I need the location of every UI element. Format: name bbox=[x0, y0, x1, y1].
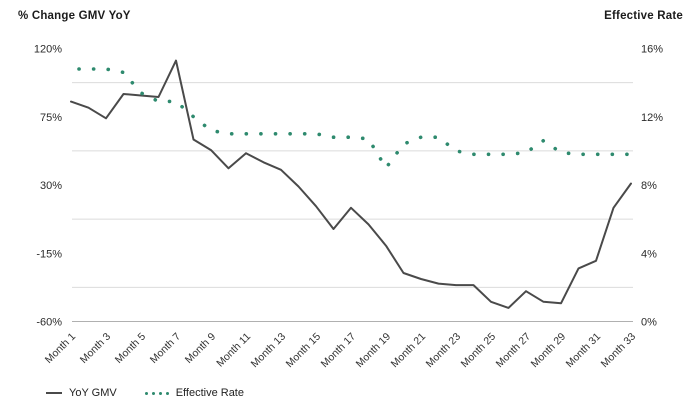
dual-axis-line-chart: 120%75%30%-15%-60%16%12%8%4%0%Month 1 Mon… bbox=[34, 44, 663, 371]
x-axis-tick-label: Month 31 bbox=[564, 331, 604, 371]
dotted-line-swatch-icon bbox=[144, 391, 169, 395]
x-axis-tick-label: Month 5 bbox=[113, 331, 148, 366]
right-axis-tick-label: 4% bbox=[641, 248, 657, 260]
x-axis-tick-label: Month 29 bbox=[529, 331, 569, 371]
x-axis-tick-label: Month 1 bbox=[43, 331, 78, 366]
legend-label-yoy-gmv: YoY GMV bbox=[69, 387, 117, 399]
chart-legend: YoY GMV Effective Rate bbox=[46, 387, 244, 399]
x-axis-tick-label: Month 23 bbox=[424, 331, 464, 371]
x-axis-tick-label: Month 13 bbox=[249, 331, 289, 371]
x-axis-tick-label: Month 11 bbox=[214, 331, 253, 370]
x-axis-tick-label: Month 25 bbox=[459, 331, 499, 371]
left-axis-tick-label: 120% bbox=[34, 44, 62, 56]
x-axis-tick-label: Month 27 bbox=[494, 331, 534, 371]
left-axis-tick-label: 75% bbox=[40, 112, 62, 124]
right-axis-tick-label: 12% bbox=[641, 112, 663, 124]
right-axis-tick-label: 0% bbox=[641, 317, 657, 329]
x-axis-tick-label: Month 3 bbox=[78, 331, 113, 366]
x-axis-tick-label: Month 7 bbox=[148, 331, 183, 366]
x-axis-tick-label: Month 21 bbox=[389, 331, 429, 371]
x-axis-tick-label: Month 33 bbox=[599, 331, 639, 371]
effective-rate-dotted-line bbox=[69, 67, 633, 170]
legend-item-yoy-gmv: YoY GMV bbox=[46, 387, 117, 399]
right-axis-title: Effective Rate bbox=[604, 10, 683, 22]
right-axis-tick-label: 8% bbox=[641, 180, 657, 192]
x-axis-tick-label: Month 15 bbox=[284, 331, 324, 371]
solid-line-swatch-icon bbox=[46, 392, 62, 394]
x-axis-tick-label: Month 9 bbox=[183, 331, 218, 366]
legend-item-effective-rate: Effective Rate bbox=[144, 387, 244, 399]
legend-label-effective-rate: Effective Rate bbox=[175, 387, 244, 399]
left-axis-title: % Change GMV YoY bbox=[18, 10, 131, 22]
left-axis-tick-label: -60% bbox=[36, 317, 62, 329]
yoy-gmv-line bbox=[70, 59, 632, 309]
left-axis-tick-label: -15% bbox=[36, 248, 62, 260]
right-axis-tick-label: 16% bbox=[641, 44, 663, 56]
left-axis-tick-label: 30% bbox=[40, 180, 62, 192]
x-axis-tick-label: Month 17 bbox=[319, 331, 359, 371]
x-axis-tick-label: Month 19 bbox=[354, 331, 394, 371]
